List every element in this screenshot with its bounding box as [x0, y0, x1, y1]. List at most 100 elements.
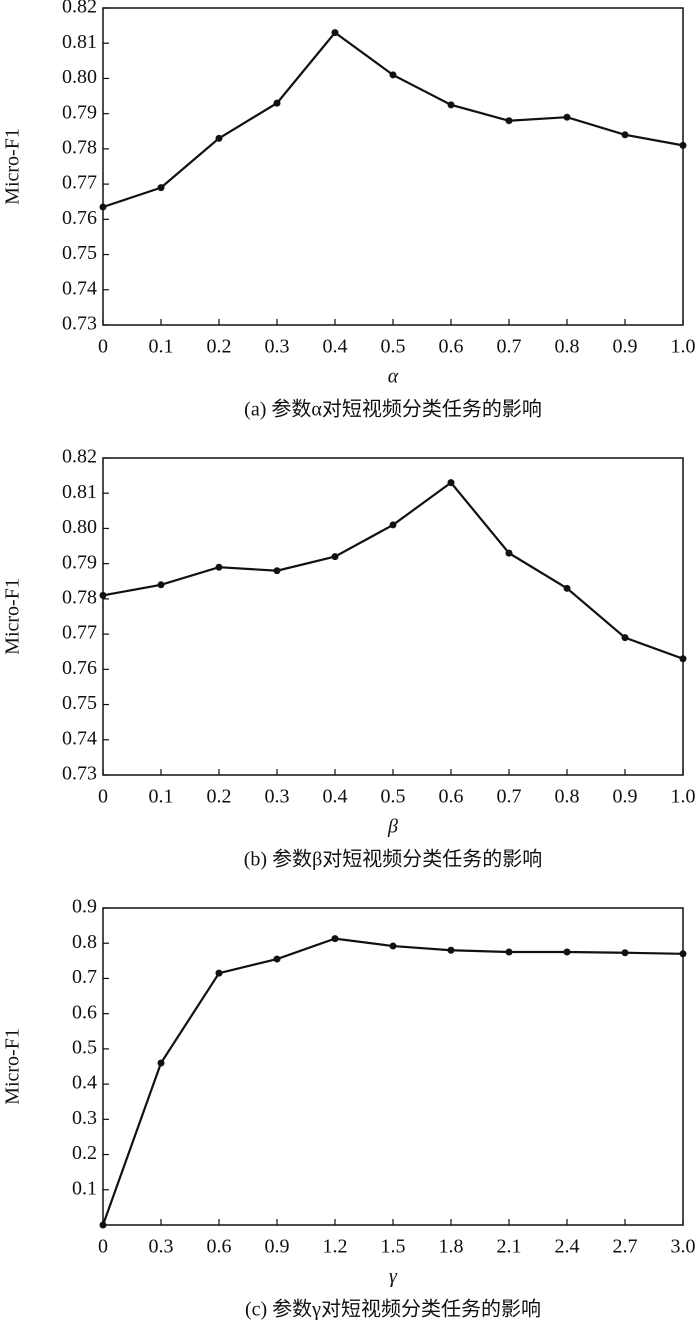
data-point: [563, 584, 571, 592]
x-tick-label: 0.2: [207, 786, 232, 808]
x-tick-label: 0.2: [207, 336, 232, 358]
data-point: [215, 134, 223, 142]
x-tick-label: 0.3: [265, 786, 290, 808]
data-point: [157, 1059, 165, 1067]
y-tick-label: 0.75: [62, 242, 97, 264]
x-axis-label: β: [387, 816, 398, 838]
x-tick-label: 0: [98, 336, 108, 358]
y-tick-label: 0.73: [62, 763, 97, 785]
y-tick-label: 0.80: [62, 66, 97, 88]
y-tick-label: 0.78: [62, 586, 97, 608]
y-tick-label: 0.76: [62, 207, 97, 229]
data-line: [101, 937, 684, 1226]
y-tick-label: 0.77: [62, 172, 97, 194]
caption: (b) 参数β对短视频分类任务的影响: [244, 848, 543, 871]
x-tick-label: 2.1: [497, 1236, 522, 1258]
y-tick-label: 0.81: [62, 481, 97, 503]
x-tick-label: 0.1: [149, 336, 174, 358]
plot-frame: [102, 7, 684, 326]
y-tick-label: 0.9: [72, 896, 97, 918]
x-tick-label: 1.8: [439, 1236, 464, 1258]
y-tick-label: 0.4: [72, 1072, 97, 1094]
data-point: [331, 553, 339, 561]
data-point: [389, 942, 397, 950]
x-tick-label: 0.4: [323, 786, 348, 808]
data-point: [505, 948, 513, 956]
caption: (c) 参数γ对短视频分类任务的影响: [245, 1298, 541, 1321]
y-tick-label: 0.73: [62, 313, 97, 335]
data-point: [215, 969, 223, 977]
x-tick-label: 0.1: [149, 786, 174, 808]
y-tick-label: 0.74: [62, 727, 97, 749]
x-tick-label: 0.5: [381, 786, 406, 808]
x-tick-label: 0: [98, 786, 108, 808]
data-point: [679, 655, 687, 663]
data-point: [331, 935, 339, 943]
x-tick-label: 0.7: [497, 786, 522, 808]
data-line: [102, 31, 684, 209]
y-axis-label: Micro-F1: [2, 578, 24, 655]
data-point: [679, 141, 687, 149]
y-tick-label: 0.7: [72, 966, 97, 988]
y-tick-label: 0.6: [72, 1001, 97, 1023]
y-tick-label: 0.3: [72, 1107, 97, 1129]
y-tick-label: 0.81: [62, 31, 97, 53]
y-tick-label: 0.78: [62, 136, 97, 158]
x-tick-label: 0.8: [555, 336, 580, 358]
x-tick-label: 3.0: [671, 1236, 696, 1258]
y-axis-label: Micro-F1: [2, 1028, 24, 1105]
data-point: [99, 591, 107, 599]
x-tick-label: 0.9: [613, 336, 638, 358]
x-tick-label: 0.7: [497, 336, 522, 358]
data-point: [505, 117, 513, 125]
plot-frame: [102, 907, 684, 1226]
plot-frame: [102, 457, 684, 776]
x-tick-label: 1.5: [381, 1236, 406, 1258]
caption: (a) 参数α对短视频分类任务的影响: [244, 398, 542, 421]
y-tick-label: 0.74: [62, 277, 97, 299]
data-point: [331, 29, 339, 37]
data-point: [621, 131, 629, 139]
x-tick-label: 0.6: [439, 786, 464, 808]
x-tick-label: 0.9: [613, 786, 638, 808]
x-tick-label: 1.0: [671, 336, 696, 358]
x-tick-label: 2.4: [555, 1236, 580, 1258]
data-point: [563, 948, 571, 956]
data-point: [99, 203, 107, 211]
x-tick-label: 0.3: [265, 336, 290, 358]
y-axis-label: Micro-F1: [2, 128, 24, 205]
y-tick-label: 0.2: [72, 1142, 97, 1164]
x-axis-label: α: [388, 366, 399, 388]
data-point: [273, 99, 281, 107]
data-point: [447, 479, 455, 487]
data-point: [215, 563, 223, 571]
y-tick-label: 0.76: [62, 657, 97, 679]
data-point: [447, 946, 455, 954]
x-tick-label: 0.6: [207, 1236, 232, 1258]
x-tick-label: 0: [98, 1236, 108, 1258]
data-point: [447, 101, 455, 109]
x-axis-label: γ: [389, 1266, 398, 1288]
x-tick-label: 1.2: [323, 1236, 348, 1258]
y-tick-label: 0.75: [62, 692, 97, 714]
data-point: [679, 950, 687, 958]
y-tick-label: 0.1: [72, 1177, 97, 1199]
y-tick-label: 0.80: [62, 516, 97, 538]
data-point: [273, 567, 281, 575]
x-tick-label: 2.7: [613, 1236, 638, 1258]
data-point: [157, 581, 165, 589]
x-tick-label: 0.5: [381, 336, 406, 358]
y-tick-label: 0.82: [62, 0, 97, 18]
data-point: [99, 1221, 107, 1229]
data-point: [563, 113, 571, 121]
data-point: [157, 184, 165, 192]
x-tick-label: 0.9: [265, 1236, 290, 1258]
x-tick-label: 0.6: [439, 336, 464, 358]
y-tick-label: 0.79: [62, 551, 97, 573]
data-point: [621, 949, 629, 957]
x-tick-label: 0.8: [555, 786, 580, 808]
y-tick-label: 0.8: [72, 931, 97, 953]
data-line: [102, 481, 684, 660]
data-point: [621, 634, 629, 642]
